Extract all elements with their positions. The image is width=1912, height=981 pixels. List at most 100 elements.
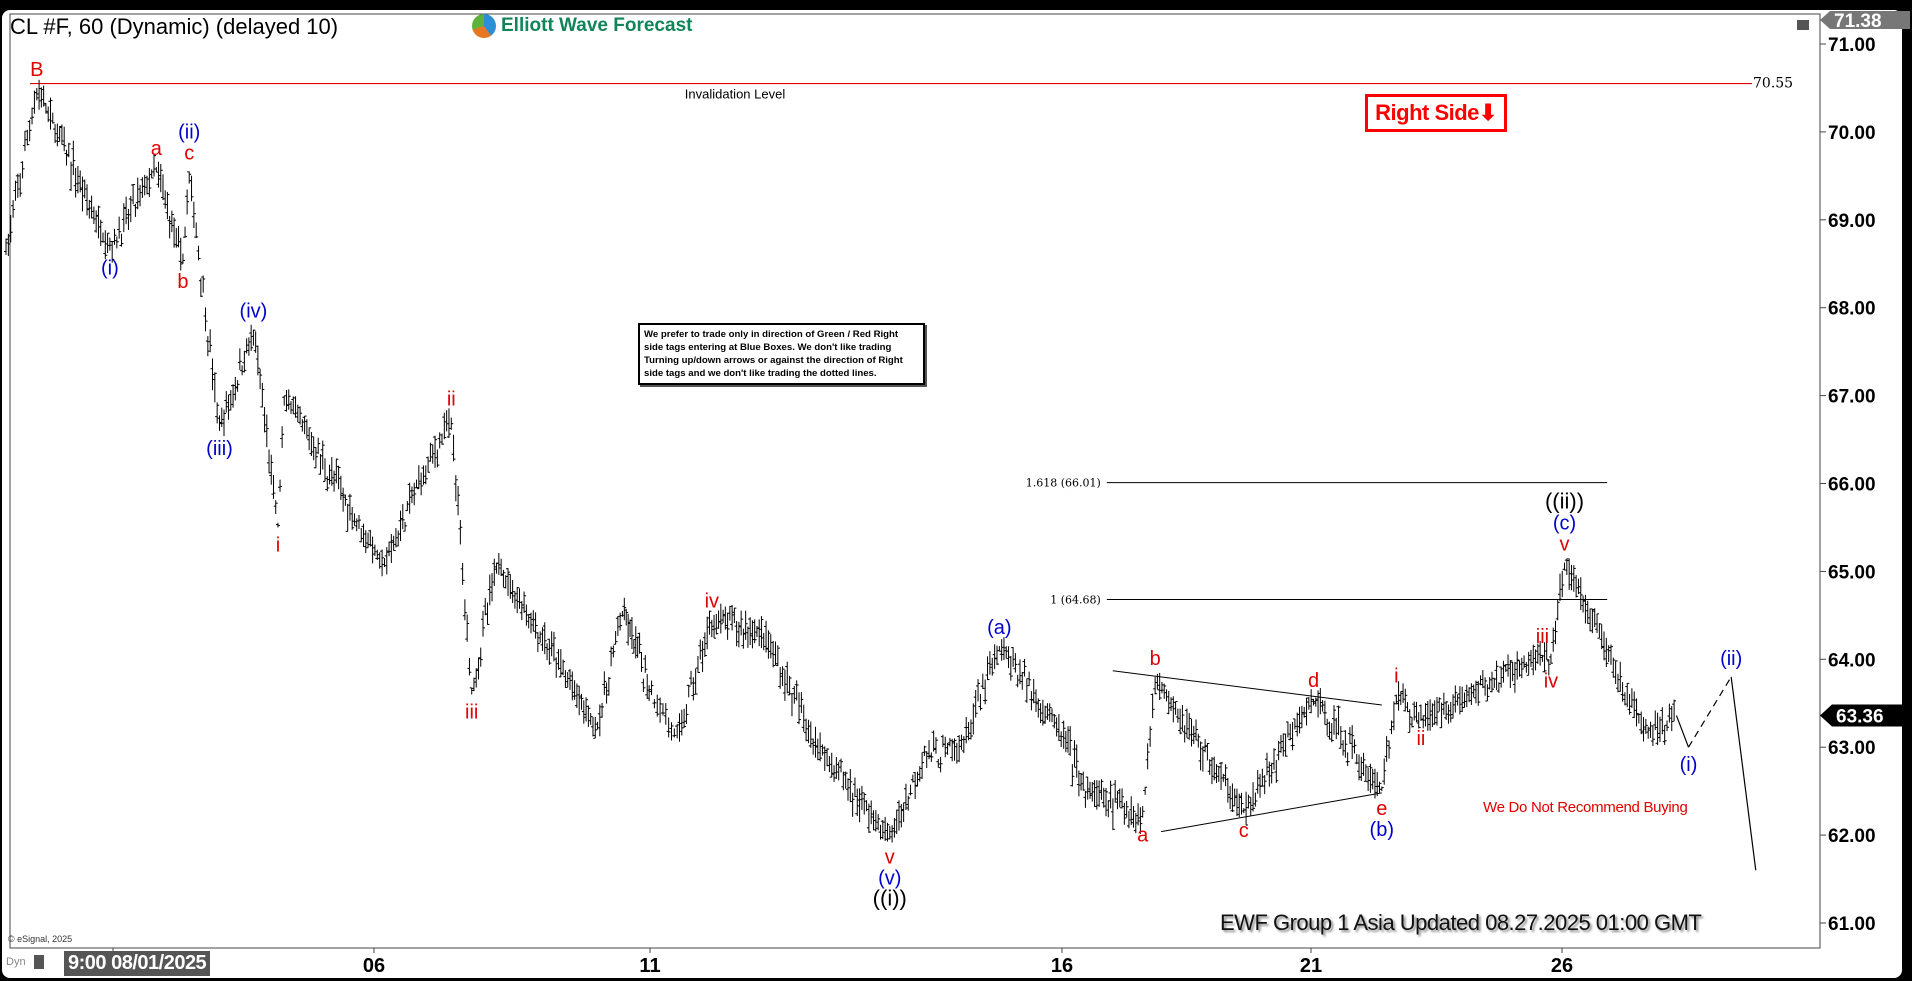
price-bar [622,597,627,621]
price-bar [961,736,966,754]
price-bar [1361,752,1366,776]
price-bar [1672,699,1677,722]
right-side-tag: Right Side ⬇ [1365,94,1507,132]
price-bar [581,700,586,724]
price-bar [352,513,357,526]
price-bar [799,692,804,713]
price-bar [85,184,90,216]
price-bar [228,390,233,411]
price-bar [1455,694,1460,706]
trading-note: We prefer to trade only in direction of … [638,323,925,385]
price-bar [1597,623,1602,639]
price-bar [554,657,559,678]
price-bar [1325,718,1330,736]
price-bar [267,449,272,474]
price-bar [1515,651,1520,680]
price-bar [1306,697,1311,710]
price-bar [1283,733,1288,757]
price-bar [545,643,550,661]
price-bar [852,777,857,798]
price-bar [1588,608,1593,632]
price-bar [499,558,504,576]
price-bar [943,736,948,758]
price-bar [1471,684,1476,698]
price-bar [682,708,687,728]
invalidation-label: Invalidation Level [685,87,786,102]
price-bar [1437,697,1442,712]
price-bar [574,683,579,709]
price-bar [426,456,431,473]
price-bar [1494,660,1499,691]
price-bar [1441,692,1446,715]
price-bar [957,735,962,763]
price-bar [172,217,177,248]
price-bar [178,237,183,271]
y-tick-label: 67.00 [1828,387,1876,408]
price-bar [460,562,465,585]
price-bar [927,740,932,760]
y-tick-label: 61.00 [1828,914,1876,935]
price-bar [714,613,719,635]
price-bar [78,170,83,193]
price-bar [323,458,328,482]
price-bar [615,615,620,636]
price-bar [624,608,629,626]
price-bar [1546,659,1551,676]
price-bar [1538,640,1543,666]
price-bar [590,716,595,737]
price-bar [22,130,27,152]
price-bar [1182,725,1187,743]
price-bar [892,818,897,838]
price-bar [1510,661,1515,682]
price-bar [1657,716,1662,742]
price-bar [1394,694,1399,705]
wave-label: (i) [1680,754,1698,776]
y-tick-label: 62.00 [1828,826,1876,847]
price-bar [1327,721,1332,740]
price-bar [1602,631,1607,661]
price-bar [480,610,485,637]
price-bar [938,756,943,773]
price-bar [1655,712,1660,746]
price-bar [890,825,895,843]
price-bar [1271,748,1276,770]
price-bar [1615,673,1620,693]
right-side-label: Right Side [1375,100,1479,125]
price-bar [1574,575,1579,598]
price-bar [251,329,256,346]
price-bar [1313,697,1318,707]
price-bar [1219,762,1224,791]
price-bar [1050,708,1055,723]
price-bar [327,464,332,485]
price-bar [41,85,46,107]
price-bar [160,174,165,201]
price-bar [675,724,680,739]
price-bar [233,376,238,401]
lock-icon[interactable] [34,955,44,969]
price-bar [857,788,862,823]
price-bar [730,605,735,631]
price-bar [467,658,472,676]
price-bar [512,591,517,609]
price-bar [62,126,67,152]
price-bar [734,620,739,647]
price-bar [593,716,598,739]
price-bar [1221,773,1226,782]
price-bar [739,610,744,636]
price-bar [745,626,750,648]
price-bar [966,721,971,741]
price-bar [189,175,194,202]
price-bar [1350,725,1355,760]
price-bar [1618,661,1623,692]
price-bar [217,415,222,431]
price-bar [565,671,570,688]
restore-window-icon[interactable] [1797,20,1809,30]
price-bar [1004,646,1009,659]
price-bar [789,693,794,717]
price-bar [1274,760,1279,783]
price-bar [203,307,208,332]
wave-label: (c) [1553,513,1576,535]
price-bar [727,605,732,621]
price-bar [131,184,136,205]
